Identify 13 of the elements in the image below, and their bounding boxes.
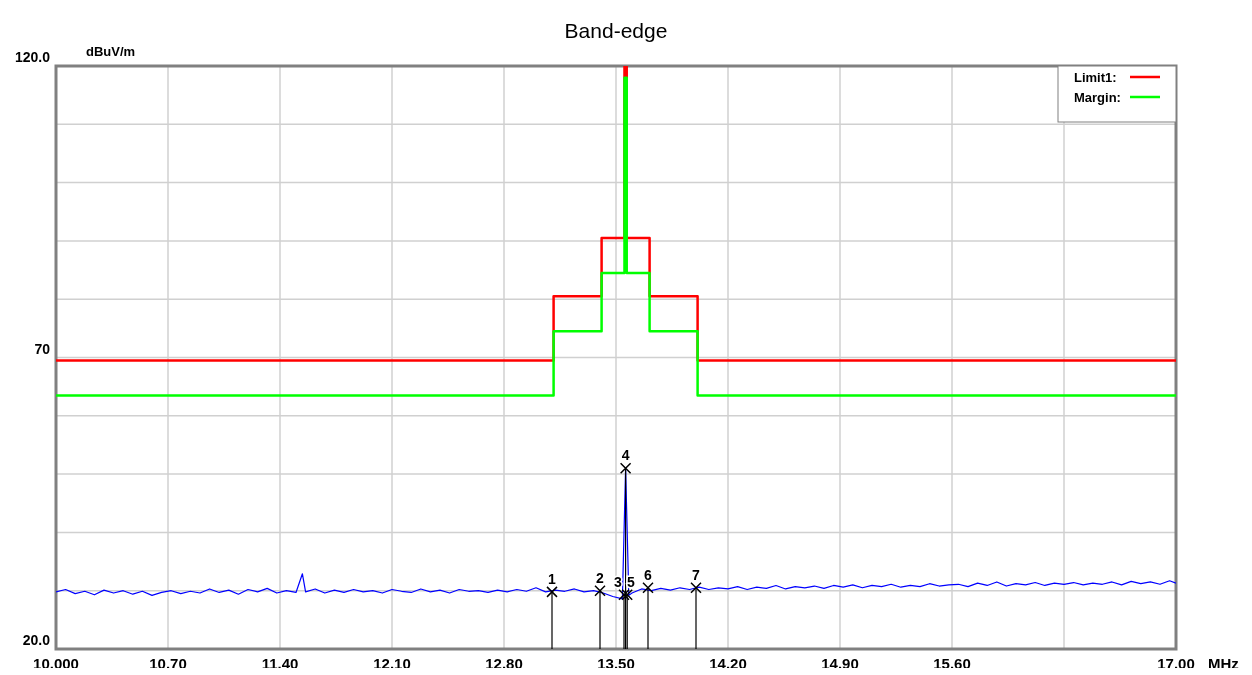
- annotation: 7: [692, 566, 701, 583]
- legend-label: Margin:: [1074, 90, 1121, 105]
- annotation: 3: [614, 573, 623, 590]
- chart-title: Band-edge: [564, 19, 668, 42]
- annotation: 6: [644, 566, 653, 583]
- y-tick-label: 20.0: [22, 632, 51, 648]
- y-axis-title: dBuV/m: [86, 44, 136, 59]
- annotation: 2: [596, 569, 605, 586]
- y-tick-label: 120.0: [14, 49, 51, 65]
- legend-label: Limit1:: [1074, 70, 1117, 85]
- y-tick-label: 70: [34, 340, 51, 357]
- annotation: 1: [548, 570, 557, 587]
- annotation: 4: [621, 447, 630, 464]
